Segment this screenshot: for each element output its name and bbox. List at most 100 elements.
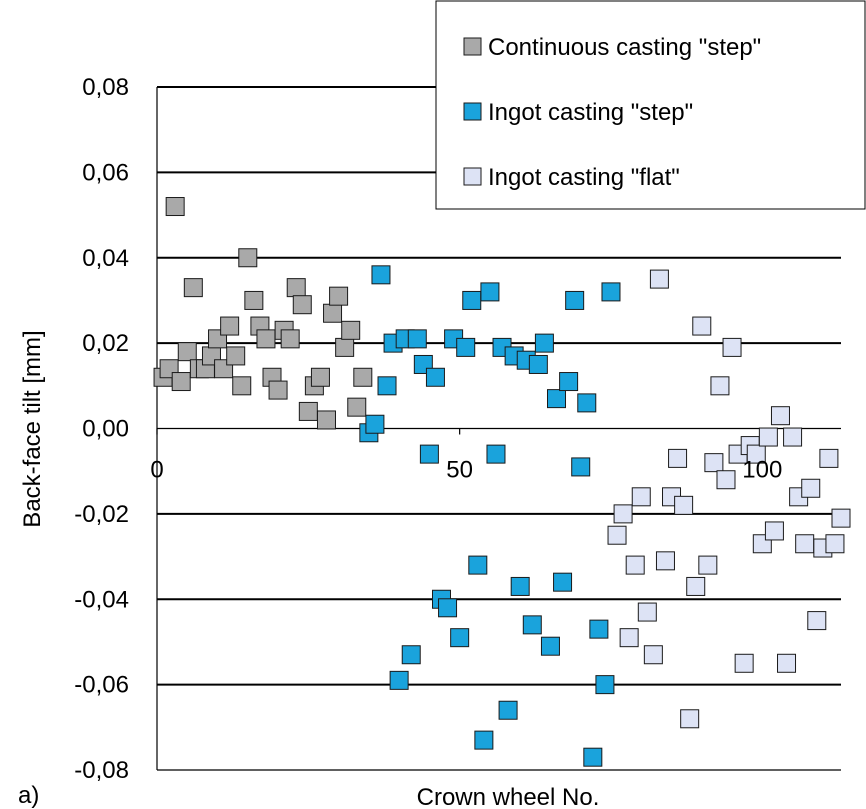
data-point (371, 265, 391, 285)
data-point (232, 376, 252, 396)
data-point (165, 197, 185, 217)
data-point (716, 470, 736, 490)
panel-label: a) (18, 782, 39, 809)
legend-items: Continuous casting "step" Ingot casting "… (463, 34, 761, 191)
y-tick-label: 0,04 (82, 245, 129, 272)
data-point (607, 525, 627, 545)
legend-marker (463, 102, 482, 121)
data-point (292, 295, 312, 315)
data-point (450, 628, 470, 648)
data-point (341, 320, 361, 340)
data-point (323, 303, 343, 323)
data-point (710, 376, 730, 396)
data-point (819, 448, 839, 468)
data-point (498, 700, 518, 720)
data-point (764, 521, 784, 541)
data-point (734, 653, 754, 673)
legend-marker (463, 37, 482, 56)
data-point (619, 628, 639, 648)
data-point (801, 478, 821, 498)
data-point (510, 576, 530, 596)
data-point (571, 457, 591, 477)
data-point (468, 555, 488, 575)
y-axis-title: Back-face tilt [mm] (19, 330, 46, 527)
legend-marker (463, 167, 482, 186)
data-point (686, 576, 706, 596)
data-point (226, 346, 246, 366)
data-point (553, 572, 573, 592)
data-point (474, 730, 494, 750)
data-point (377, 376, 397, 396)
data-point (698, 555, 718, 575)
y-tick-label: -0,08 (74, 757, 129, 784)
data-point (643, 645, 663, 665)
y-tick-label: -0,06 (74, 672, 129, 699)
data-point (783, 427, 803, 447)
data-point (353, 367, 373, 387)
data-point (407, 329, 427, 349)
legend-box (435, 0, 866, 210)
data-point (583, 747, 603, 767)
data-point (347, 397, 367, 417)
data-point (298, 401, 318, 421)
data-point (401, 645, 421, 665)
legend-label: Ingot casting "flat" (488, 164, 680, 191)
data-point (831, 508, 851, 528)
data-point (486, 444, 506, 464)
data-point (631, 487, 651, 507)
data-points (153, 197, 851, 767)
data-point (389, 670, 409, 690)
x-tick-label: 0 (150, 457, 163, 484)
data-point (171, 372, 191, 392)
data-point (244, 290, 264, 310)
data-point (625, 555, 645, 575)
data-point (825, 534, 845, 554)
data-point (286, 278, 306, 298)
data-point (746, 444, 766, 464)
data-point (456, 337, 476, 357)
tick-labels: 0,08 0,06 0,04 0,02 0,00 -0,02 -0,04 -0,06 -0,08… (74, 74, 782, 784)
data-point (595, 675, 615, 695)
data-point (758, 427, 778, 447)
data-point (329, 286, 349, 306)
data-point (462, 290, 482, 310)
data-point (807, 611, 827, 631)
data-point (777, 653, 797, 673)
data-point (601, 282, 621, 302)
legend-label: Continuous casting "step" (488, 34, 761, 61)
data-point (365, 414, 385, 434)
data-point (680, 709, 700, 729)
data-point (425, 367, 445, 387)
y-tick-label: -0,02 (74, 501, 129, 528)
data-point (589, 619, 609, 639)
data-point (438, 598, 458, 618)
legend-label: Ingot casting "step" (488, 99, 693, 126)
data-point (522, 615, 542, 635)
data-point (722, 337, 742, 357)
data-point (547, 389, 567, 409)
data-point (238, 248, 258, 268)
data-point (565, 290, 585, 310)
data-point (220, 316, 240, 336)
y-tick-label: 0,08 (82, 74, 129, 101)
data-point (655, 551, 675, 571)
data-point (795, 534, 815, 554)
data-point (637, 602, 657, 622)
data-point (704, 453, 724, 473)
y-tick-label: 0,02 (82, 330, 129, 357)
data-point (335, 337, 355, 357)
y-tick-label: 0,00 (82, 416, 129, 443)
x-tick-label: 50 (446, 457, 473, 484)
legend: Continuous casting "step" Ingot casting "… (435, 0, 866, 210)
y-tick-label: 0,06 (82, 159, 129, 186)
x-tick-label: 100 (742, 457, 782, 484)
data-point (419, 444, 439, 464)
data-point (577, 393, 597, 413)
data-point (668, 448, 688, 468)
data-point (177, 342, 197, 362)
data-point (268, 380, 288, 400)
data-point (770, 406, 790, 426)
data-point (534, 333, 554, 353)
data-point (559, 372, 579, 392)
